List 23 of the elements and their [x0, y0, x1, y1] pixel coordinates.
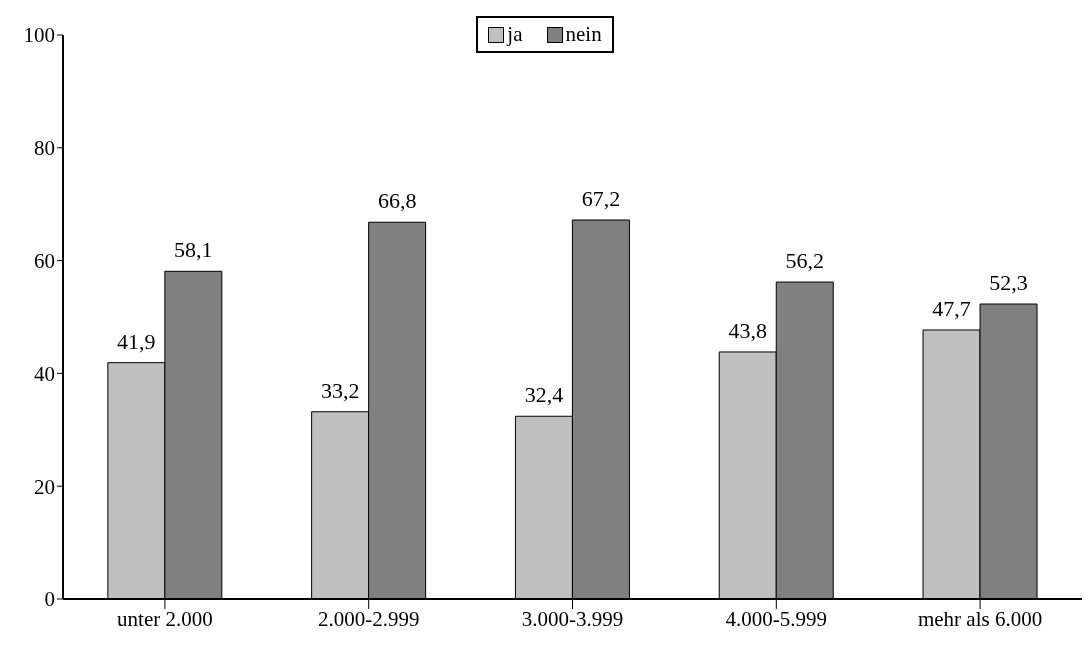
data-label: 58,1: [174, 237, 213, 263]
x-tick-label: unter 2.000: [117, 606, 213, 631]
x-tick-label: mehr als 6.000: [917, 606, 1043, 631]
y-tick-label: 40: [34, 361, 55, 386]
x-tick-label: 4.000-5.999: [725, 606, 828, 631]
legend-label: ja: [505, 22, 523, 47]
y-tick-label: 60: [34, 249, 55, 274]
y-tick-label: 100: [23, 23, 55, 48]
y-tick-label: 20: [34, 474, 55, 499]
data-label: 66,8: [377, 188, 417, 214]
x-tick-label: 2.000-2.999: [317, 606, 420, 631]
data-label: 56,2: [785, 248, 824, 274]
legend-label: nein: [564, 22, 602, 47]
data-label: 41,9: [117, 328, 156, 354]
x-tick-label: 3.000-3.999: [521, 606, 624, 631]
data-label: 52,3: [989, 270, 1028, 296]
y-tick-label: 0: [44, 587, 55, 612]
data-label: 43,8: [728, 317, 767, 343]
y-tick-label: 80: [34, 136, 55, 161]
data-label: 47,7: [932, 295, 971, 321]
data-label: 32,4: [524, 382, 564, 408]
data-label: 33,2: [320, 377, 360, 403]
data-label: 67,2: [581, 185, 621, 211]
